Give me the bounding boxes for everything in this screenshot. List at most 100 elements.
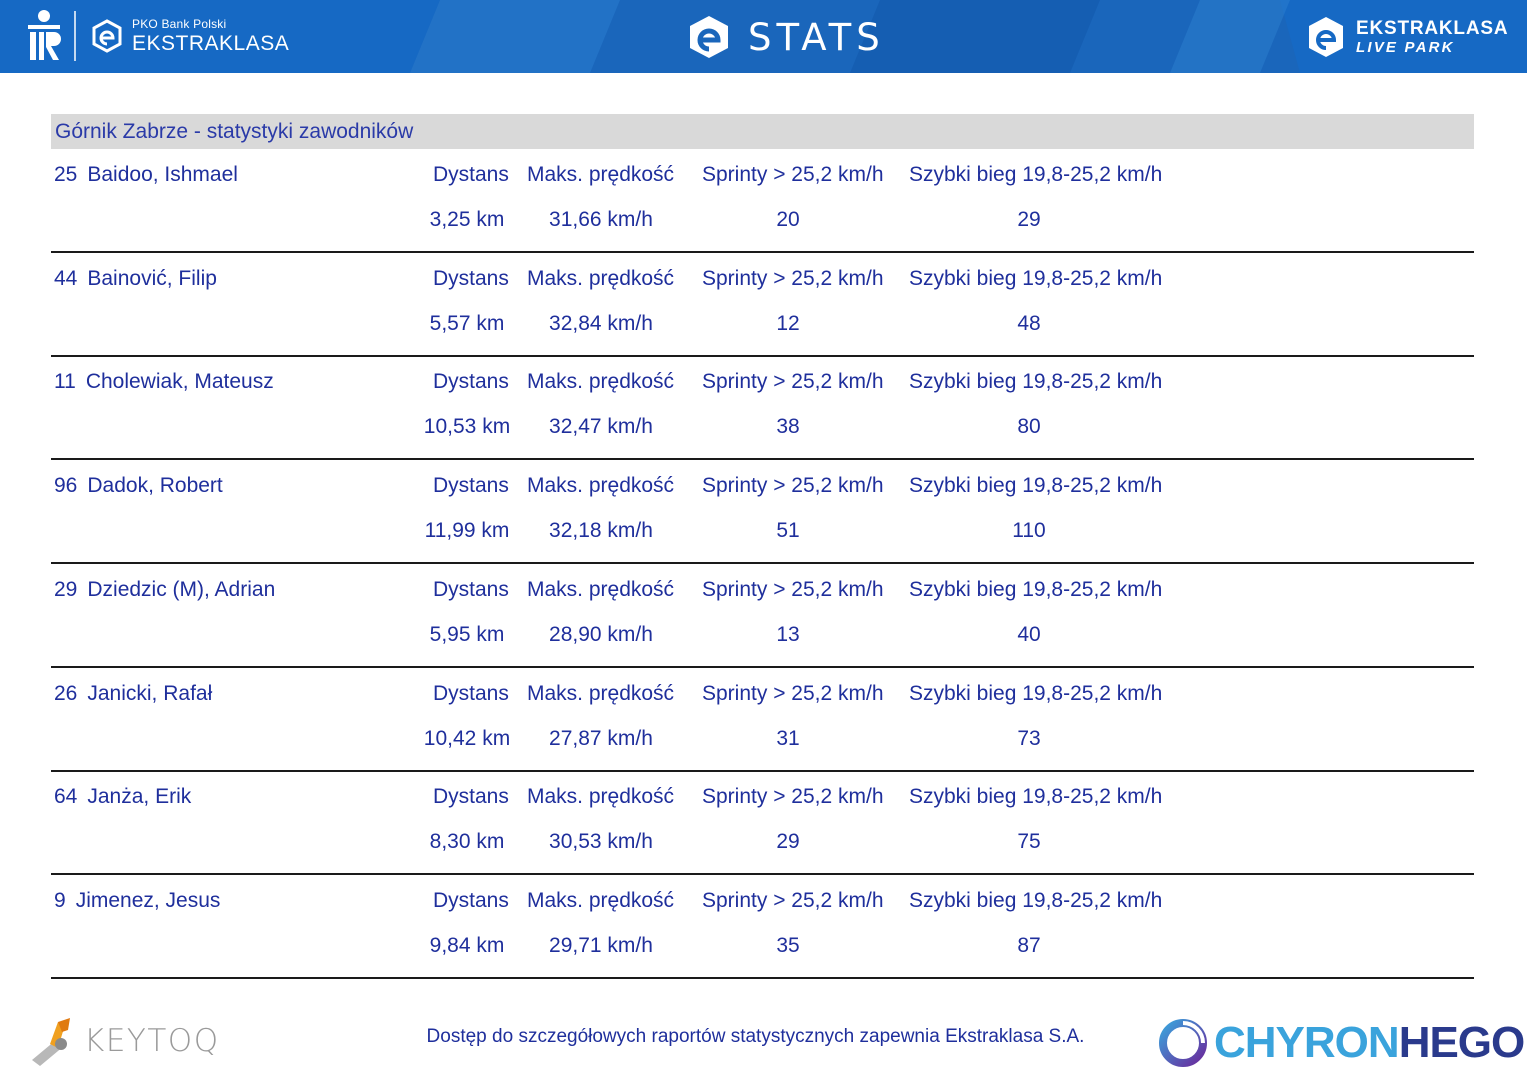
sprints-label: Sprinty > 25,2 km/h [702, 163, 884, 186]
max-speed-value: 32,84 km/h [549, 311, 653, 335]
fast-runs-label: Szybki bieg 19,8-25,2 km/h [909, 370, 1163, 394]
player-row: 26 Janicki, Rafał Dystans Maks. prędkość Spr… [51, 668, 1474, 772]
sprints-label: Sprinty > 25,2 km/h [702, 266, 884, 290]
sprints-label: Sprinty > 25,2 km/h [702, 577, 884, 601]
max-speed-value: 29,71 km/h [549, 933, 653, 957]
sprints-label: Sprinty > 25,2 km/h [702, 785, 884, 809]
player-name-cell: 64 Janża, Erik [54, 785, 191, 809]
distance-label: Dystans [433, 785, 509, 809]
fast-runs-value: 75 [1017, 830, 1041, 854]
sprints-value: 38 [776, 415, 800, 439]
sprints-value: 35 [776, 933, 800, 957]
league-logo: PKO Bank Polski EKSTRAKLASA [22, 8, 289, 64]
player-row: 11 Cholewiak, Mateusz Dystans Maks. prędkoś… [51, 356, 1474, 461]
footer-note-text: Dostęp do szczegółowych raportów statyst… [426, 1026, 1085, 1047]
player-name-cell: 26 Janicki, Rafał [54, 682, 212, 706]
max-speed-label: Maks. prędkość [527, 681, 675, 705]
keytoq-brand: KEYTOQ [84, 1023, 220, 1059]
player-name-cell: 96 Dadok, Robert [54, 474, 223, 498]
keytoq-logo-icon [32, 1018, 70, 1066]
distance-label: Dystans [433, 888, 509, 912]
chyronhego-part-2: HEGO [1398, 1018, 1526, 1067]
max-speed-label: Maks. prędkość [527, 888, 675, 912]
header-background [0, 0, 1527, 73]
max-speed-value: 32,47 km/h [549, 415, 653, 439]
sprints-value: 13 [776, 622, 800, 646]
live-park-logo-icon [1309, 17, 1343, 57]
ekstraklasa-logo-icon [92, 19, 122, 53]
fast-runs-value: 48 [1017, 311, 1041, 335]
sprints-label: Sprinty > 25,2 km/h [702, 888, 884, 912]
player-name-cell: 9 Jimenez, Jesus [54, 889, 220, 913]
logo-divider [74, 11, 76, 61]
page-title: STATS [686, 14, 885, 60]
chyronhego-part-1: CHYRON [1214, 1018, 1400, 1067]
distance-value: 10,42 km [423, 726, 511, 750]
player-name: Cholewiak, Mateusz [85, 370, 274, 394]
sprints-value: 29 [776, 830, 800, 854]
fast-runs-label: Szybki bieg 19,8-25,2 km/h [909, 681, 1163, 705]
player-name: Jimenez, Jesus [75, 888, 221, 912]
max-speed-label: Maks. prędkość [527, 266, 675, 290]
fast-runs-value: 73 [1017, 726, 1041, 750]
max-speed-value: 27,87 km/h [549, 726, 653, 750]
player-name: Dadok, Robert [87, 474, 223, 498]
max-speed-label: Maks. prędkość [527, 474, 675, 498]
player-row: 96 Dadok, Robert Dystans Maks. prędkość Spri… [51, 460, 1474, 565]
chyronhego-logo: CHYRONHEGO [1156, 1016, 1526, 1070]
fast-runs-label: Szybki bieg 19,8-25,2 km/h [909, 163, 1163, 186]
distance-value: 11,99 km [424, 519, 510, 543]
fast-runs-label: Szybki bieg 19,8-25,2 km/h [909, 888, 1163, 912]
distance-label: Dystans [433, 681, 509, 705]
fast-runs-label: Szybki bieg 19,8-25,2 km/h [909, 474, 1163, 498]
player-name-cell: 25 Baidoo, Ishmael [54, 163, 238, 187]
footer-note: Dostęp do szczegółowych raportów statyst… [0, 1026, 1527, 1048]
player-name: Baidoo, Ishmael [87, 163, 238, 186]
team-title: Górnik Zabrze - statystyki zawodników [55, 120, 414, 143]
distance-label: Dystans [433, 370, 509, 394]
distance-value: 10,53 km [423, 415, 511, 439]
fast-runs-label: Szybki bieg 19,8-25,2 km/h [909, 266, 1163, 290]
player-number: 96 [54, 474, 78, 498]
fast-runs-value: 40 [1017, 622, 1041, 646]
distance-value: 8,30 km [429, 830, 505, 854]
page-title-text: STATS [748, 15, 885, 59]
sprints-value: 51 [776, 519, 800, 543]
sprints-label: Sprinty > 25,2 km/h [702, 474, 884, 498]
max-speed-value: 28,90 km/h [549, 622, 653, 646]
player-row: 9 Jimenez, Jesus Dystans Maks. prędkość Spri… [51, 875, 1474, 979]
sprints-value: 12 [776, 311, 800, 335]
team-title-bar: Górnik Zabrze - statystyki zawodników [51, 114, 1474, 149]
player-name: Janża, Erik [87, 785, 192, 809]
distance-value: 3,25 km [429, 208, 505, 231]
sprints-value: 31 [776, 726, 800, 750]
player-row: 64 Janża, Erik Dystans Maks. prędkość Sprint… [51, 771, 1474, 876]
pko-bank-logo-icon [28, 10, 61, 60]
distance-label: Dystans [433, 577, 509, 601]
max-speed-label: Maks. prędkość [527, 370, 675, 394]
max-speed-label: Maks. prędkość [527, 785, 675, 809]
live-park-logo: EKSTRAKLASA LIVE PARK [1306, 14, 1508, 60]
player-number: 26 [54, 681, 78, 705]
player-number: 25 [54, 163, 78, 186]
player-name: Janicki, Rafał [87, 681, 213, 705]
max-speed-label: Maks. prędkość [527, 577, 675, 601]
sprints-value: 20 [776, 208, 800, 231]
sprints-label: Sprinty > 25,2 km/h [702, 370, 884, 394]
player-number: 9 [54, 888, 66, 912]
fast-runs-value: 110 [1012, 519, 1046, 543]
max-speed-value: 32,18 km/h [549, 519, 653, 543]
partner-line-1: EKSTRAKLASA [1356, 18, 1509, 39]
distance-value: 9,84 km [429, 933, 505, 957]
max-speed-value: 30,53 km/h [549, 830, 653, 854]
fast-runs-value: 80 [1017, 415, 1041, 439]
player-name: Dziedzic (M), Adrian [87, 577, 276, 601]
league-name: EKSTRAKLASA [132, 32, 290, 55]
distance-label: Dystans [433, 474, 509, 498]
distance-label: Dystans [433, 266, 509, 290]
player-row: 25 Baidoo, Ishmael Dystans Maks. prędkość Sp… [51, 149, 1474, 253]
distance-value: 5,57 km [429, 311, 505, 335]
chyronhego-logo-icon [1159, 1019, 1207, 1067]
fast-runs-label: Szybki bieg 19,8-25,2 km/h [909, 785, 1163, 809]
fast-runs-value: 87 [1017, 933, 1041, 957]
